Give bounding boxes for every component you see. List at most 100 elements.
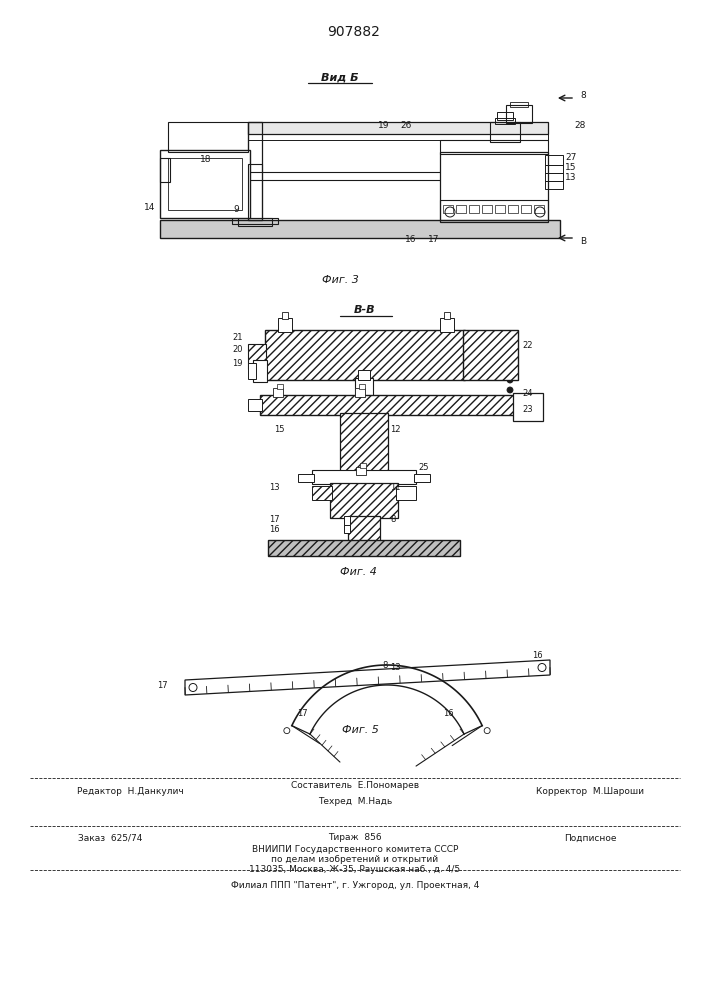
Bar <box>344 525 350 533</box>
Bar <box>348 516 380 544</box>
Text: 8: 8 <box>382 660 387 670</box>
Bar <box>440 152 548 222</box>
Text: Тираж  856: Тираж 856 <box>328 834 382 842</box>
Text: 19: 19 <box>232 359 243 367</box>
Bar <box>545 181 563 189</box>
Bar <box>414 474 430 482</box>
Text: Подписное: Подписное <box>563 834 617 842</box>
Circle shape <box>507 397 513 403</box>
Bar <box>355 378 373 398</box>
Text: Фиг. 5: Фиг. 5 <box>341 725 378 735</box>
Text: по делам изобретений и открытий: по делам изобретений и открытий <box>271 856 438 864</box>
Text: 13: 13 <box>565 174 576 182</box>
Text: 19: 19 <box>378 121 390 130</box>
Circle shape <box>257 368 263 374</box>
Bar <box>497 112 513 120</box>
Bar <box>521 205 531 213</box>
Text: 27: 27 <box>565 153 576 162</box>
Bar <box>360 463 366 468</box>
Bar <box>298 474 314 482</box>
Bar <box>268 540 460 556</box>
Bar <box>248 122 548 134</box>
Bar <box>482 205 492 213</box>
Bar <box>248 344 266 369</box>
Text: 15: 15 <box>274 426 285 434</box>
Text: 25: 25 <box>418 464 428 473</box>
Bar <box>273 388 283 397</box>
Text: 16: 16 <box>443 709 454 718</box>
Text: 113035, Москва, Ж-35, Раушская наб., д. 4/5: 113035, Москва, Ж-35, Раушская наб., д. … <box>250 865 460 874</box>
Bar <box>160 150 250 218</box>
Bar <box>278 318 292 332</box>
Bar <box>248 134 548 140</box>
Bar <box>545 165 563 173</box>
Bar <box>358 370 370 380</box>
Bar <box>510 102 528 107</box>
Text: 18: 18 <box>200 155 211 164</box>
Bar <box>440 140 548 154</box>
Bar <box>168 122 248 152</box>
Bar <box>506 105 532 123</box>
Bar <box>253 360 267 382</box>
Text: Корректор  М.Шароши: Корректор М.Шароши <box>536 788 644 796</box>
Text: 8: 8 <box>580 91 586 100</box>
Bar <box>248 122 262 220</box>
Bar <box>312 486 332 500</box>
Bar <box>440 318 454 332</box>
Bar <box>265 330 465 380</box>
Bar <box>490 122 520 142</box>
Bar <box>545 155 563 165</box>
Text: 9: 9 <box>233 206 239 215</box>
Text: 28: 28 <box>574 121 585 130</box>
Text: 16: 16 <box>405 235 416 244</box>
Text: 26: 26 <box>400 121 411 130</box>
Bar <box>396 486 416 500</box>
Bar <box>238 218 272 226</box>
Text: 17: 17 <box>297 709 308 718</box>
Bar <box>359 384 365 389</box>
Text: 15: 15 <box>565 163 576 172</box>
Text: 8: 8 <box>390 516 395 524</box>
Bar <box>282 312 288 319</box>
Text: 17: 17 <box>269 516 280 524</box>
Bar <box>463 330 518 380</box>
Text: 12: 12 <box>390 426 400 434</box>
Text: 24: 24 <box>522 388 532 397</box>
Bar <box>355 388 365 397</box>
Bar <box>356 467 366 475</box>
Bar <box>160 158 170 182</box>
Circle shape <box>507 407 513 413</box>
Bar <box>168 158 242 210</box>
Text: В-В: В-В <box>354 305 376 315</box>
Text: 907882: 907882 <box>327 25 380 39</box>
Text: 16: 16 <box>532 652 543 660</box>
Bar <box>440 200 548 220</box>
Text: Заказ  625/74: Заказ 625/74 <box>78 834 142 842</box>
Bar <box>545 173 563 181</box>
Text: 17: 17 <box>428 235 440 244</box>
Bar <box>508 205 518 213</box>
Bar <box>456 205 466 213</box>
Text: 17: 17 <box>158 682 168 690</box>
Bar <box>160 220 560 238</box>
Text: 21: 21 <box>232 332 243 342</box>
Text: Редактор  Н.Данкулич: Редактор Н.Данкулич <box>76 788 183 796</box>
Bar <box>495 118 515 124</box>
Bar <box>260 395 515 415</box>
Bar <box>248 399 262 411</box>
Text: 11: 11 <box>390 484 400 492</box>
Text: 23: 23 <box>522 406 532 414</box>
Text: Составитель  Е.Пономарев: Составитель Е.Пономарев <box>291 782 419 790</box>
Circle shape <box>507 377 513 383</box>
Text: Фиг. 4: Фиг. 4 <box>339 567 376 577</box>
Bar <box>443 205 453 213</box>
Text: 20: 20 <box>232 346 243 355</box>
Bar <box>534 205 544 213</box>
Text: 13: 13 <box>390 664 401 672</box>
Text: ВНИИПИ Государственного комитета СССР: ВНИИПИ Государственного комитета СССР <box>252 846 458 854</box>
Bar <box>277 384 283 389</box>
Text: Филиал ППП "Патент", г. Ужгород, ул. Проектная, 4: Филиал ППП "Патент", г. Ужгород, ул. Про… <box>230 882 479 890</box>
Bar <box>248 164 262 220</box>
Text: Техред  М.Надь: Техред М.Надь <box>318 798 392 806</box>
Bar <box>513 393 543 421</box>
